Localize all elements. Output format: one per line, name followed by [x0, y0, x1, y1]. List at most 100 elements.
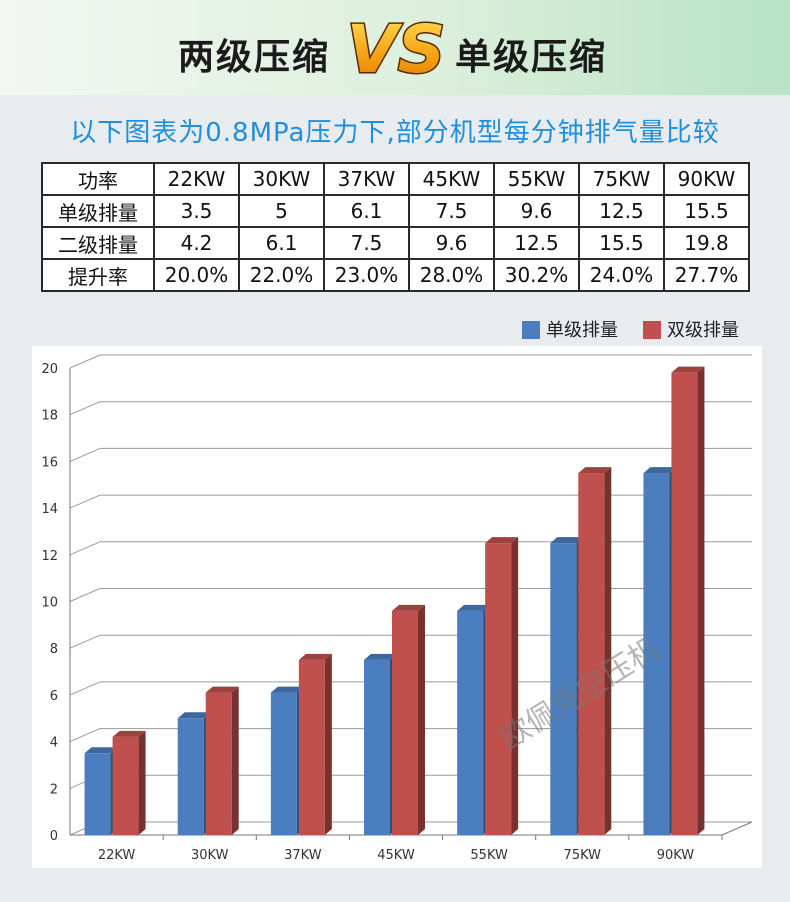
bar-top [457, 604, 491, 611]
gridline-diagonal [69, 401, 101, 416]
table-cell: 20.0% [153, 258, 240, 292]
bar-top [364, 653, 397, 660]
table-cell: 功率 [41, 162, 155, 196]
bar-single [457, 610, 484, 835]
table-cell: 37KW [323, 162, 410, 196]
bar-top [205, 686, 239, 693]
y-tick-label: 16 [41, 455, 58, 470]
table-cell: 3.5 [153, 194, 240, 228]
bar-side [231, 686, 239, 835]
table-cell: 22KW [153, 162, 240, 196]
table-cell: 55KW [493, 162, 580, 196]
bar-side [604, 467, 612, 835]
spec-table: 功率 22KW 30KW 37KW 45KW 55KW 75KW 90KW 单级… [41, 162, 750, 292]
bar-top [643, 467, 677, 474]
gridline-diagonal [69, 588, 101, 602]
bar-single [177, 718, 204, 835]
bar-single [364, 659, 390, 835]
legend-item-single: 单级排量 [522, 316, 618, 342]
table-cell: 7.5 [323, 226, 410, 260]
bar-top [112, 730, 146, 737]
bar-top [550, 537, 584, 544]
table-cell: 7.5 [408, 194, 495, 228]
chart-panel: 0 2 4 6 8 10 12 14 16 18 20 22KW 30KW 37KW 45KW 55KW 75K… [32, 346, 762, 868]
table-cell: 6.1 [323, 194, 410, 228]
gridline-diagonal [69, 541, 101, 556]
bar-side [138, 730, 146, 835]
table-cell: 45KW [408, 162, 495, 196]
legend-swatch-single [522, 321, 540, 339]
x-tick-label: 30KW [191, 848, 229, 863]
table-cell: 28.0% [408, 258, 495, 292]
table-cell: 15.5 [663, 194, 750, 228]
gridline-diagonal [69, 634, 101, 649]
table-row-power: 功率 22KW 30KW 37KW 45KW 55KW 75KW 90KW [41, 162, 750, 196]
x-tick-label: 37KW [284, 848, 322, 863]
bar-side [511, 537, 519, 835]
table-cell: 4.2 [153, 226, 240, 260]
table-row-single-stage: 单级排量 3.5 5 6.1 7.5 9.6 12.5 15.5 [41, 194, 750, 228]
y-tick-label: 12 [41, 549, 58, 564]
table-cell: 30KW [238, 162, 325, 196]
bar-single [550, 543, 577, 835]
gridline-diagonal [69, 494, 101, 509]
table-cell: 22.0% [238, 258, 325, 292]
table-cell: 30.2% [493, 258, 580, 292]
legend-label-single: 单级排量 [546, 320, 618, 341]
y-tick-label: 18 [41, 409, 58, 424]
bar-top [84, 747, 118, 754]
bar-top [298, 653, 332, 660]
table-cell: 提升率 [41, 258, 155, 292]
y-tick-label: 6 [50, 689, 58, 704]
table-cell: 二级排量 [41, 226, 155, 260]
table-cell: 5 [238, 194, 325, 228]
vs-text: VS [347, 11, 446, 86]
y-tick-label: 14 [41, 502, 58, 517]
bar-side [697, 366, 705, 835]
y-tick-label: 4 [50, 736, 58, 751]
chart-subtitle: 以下图表为0.8MPa压力下,部分机型每分钟排气量比较 [70, 118, 720, 148]
bar-side [418, 604, 425, 835]
y-tick-label: 2 [50, 782, 58, 797]
table-cell: 12.5 [493, 226, 580, 260]
table-cell: 6.1 [238, 226, 325, 260]
x-tick-label: 45KW [377, 848, 415, 863]
bar-chart: 0 2 4 6 8 10 12 14 16 18 20 22KW 30KW 37KW 45KW 55KW 75K… [41, 354, 753, 863]
y-tick-label: 10 [41, 596, 58, 611]
header-banner: 两级压缩 VS 单级压缩 [0, 0, 790, 95]
bar-double [298, 659, 325, 835]
bar-double [485, 543, 512, 835]
x-tick-label: 22KW [98, 848, 136, 863]
legend-swatch-double [643, 321, 661, 339]
bar-top [578, 467, 612, 474]
table-cell: 90KW [663, 162, 750, 196]
y-tick-label: 0 [50, 829, 58, 844]
gridline-diagonal [69, 728, 101, 743]
bar-double [392, 610, 418, 835]
table-cell: 23.0% [323, 258, 410, 292]
table-cell: 24.0% [578, 258, 665, 292]
bar-double [578, 473, 605, 835]
bar-single [643, 473, 670, 835]
bar-single [84, 753, 111, 835]
x-tick-label: 55KW [470, 848, 508, 863]
table-cell: 9.6 [493, 194, 580, 228]
table-cell: 9.6 [408, 226, 495, 260]
gridline-diagonal [69, 354, 101, 369]
banner-title-left: 两级压缩 [178, 37, 331, 78]
bar-top [485, 537, 519, 544]
banner-title-right: 单级压缩 [455, 37, 608, 78]
table-row-two-stage: 二级排量 4.2 6.1 7.5 9.6 12.5 15.5 19.8 [41, 226, 750, 260]
legend-item-double: 双级排量 [643, 316, 739, 342]
table-cell: 15.5 [578, 226, 665, 260]
bar-side [324, 653, 332, 835]
legend-label-double: 双级排量 [667, 320, 739, 341]
bar-top [671, 366, 705, 373]
bar-single [270, 692, 297, 835]
table-cell: 27.7% [663, 258, 750, 292]
bar-double [112, 736, 139, 835]
gridline-diagonal [69, 447, 101, 462]
gridline-diagonal [69, 681, 101, 696]
bar-top [270, 686, 304, 693]
bar-double [671, 372, 698, 835]
